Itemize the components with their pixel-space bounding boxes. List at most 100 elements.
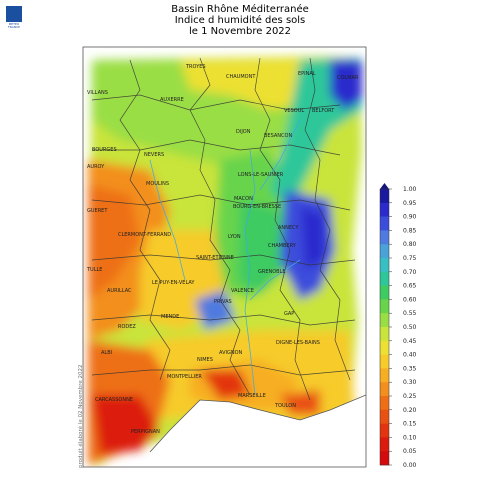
city-label: CARCASSONNE: [95, 397, 133, 403]
city-label: BESANCON: [264, 133, 292, 139]
city-labels: TROYES CHAUMONT EPINAL COLMAR VILLANS AUXERRE…: [86, 64, 359, 435]
field-vivarais: [195, 290, 235, 330]
city-label: SAINT-ETIENNE: [196, 255, 234, 261]
city-label: AURILLAC: [107, 288, 132, 294]
legend: 1.00 0.95 0.90 0.85 0.80 0.75 0.70 0.65 0.60 0.55…: [379, 183, 417, 469]
legend-swatch: [380, 230, 389, 245]
legend-tick-label: 0.35: [403, 365, 417, 372]
legend-swatch: [380, 437, 389, 452]
legend-tick-label: 0.30: [403, 379, 417, 386]
city-label: MOULINS: [146, 181, 169, 187]
legend-tick-label: 0.50: [403, 324, 417, 331]
title-line-1: Bassin Rhône Méditerranée: [171, 4, 309, 15]
legend-tick-label: 0.45: [403, 338, 417, 345]
sea: [150, 395, 366, 467]
legend-tick-label: 0.20: [403, 407, 417, 414]
legend-arrow: [380, 183, 389, 189]
legend-swatch: [380, 216, 389, 231]
legend-tick-label: 0.80: [403, 241, 417, 248]
coastline: [149, 394, 366, 453]
city-label: PERPIGNAN: [131, 429, 160, 435]
legend-swatch: [380, 423, 389, 438]
legend-swatch: [380, 244, 389, 259]
legend-tick-label: 0.10: [403, 434, 417, 441]
rivers: [149, 119, 301, 396]
city-label: BELFORT: [312, 108, 335, 114]
field-west-dark: [88, 185, 140, 300]
city-label: NEVERS: [144, 152, 164, 158]
city-label: MARSEILLE: [238, 393, 266, 399]
city-label: VILLANS: [87, 90, 108, 96]
city-label: CHAUMONT: [226, 74, 256, 80]
city-label: BOURGES: [92, 147, 117, 153]
city-label: COLMAR: [337, 75, 359, 81]
city-label: VALENCE: [231, 288, 254, 294]
legend-swatch: [380, 451, 389, 466]
city-label: AUXERRE: [160, 97, 184, 103]
city-label: GRENOBLE: [258, 269, 286, 275]
legend-tick-label: 0.55: [403, 310, 417, 317]
field-vosges: [330, 60, 362, 110]
city-label: ALBI: [101, 350, 112, 356]
legend-tick-label: 0.60: [403, 296, 417, 303]
legend-tick-label: 0.65: [403, 283, 417, 290]
city-label: ANNECY: [278, 225, 299, 231]
legend-tick-label: 1.00: [403, 186, 417, 193]
title-line-2: Indice d humidité des sols: [174, 15, 306, 26]
legend-swatch: [380, 327, 389, 342]
legend-swatch: [380, 313, 389, 328]
legend-swatch: [380, 340, 389, 355]
department-borders: [91, 57, 356, 401]
moisture-field: [88, 56, 366, 467]
field-alps-dark: [300, 205, 325, 270]
city-label: LONS-LE-SAUNIER: [238, 172, 284, 178]
legend-tick-label: 0.15: [403, 421, 417, 428]
legend-tick-label: 0.95: [403, 200, 417, 207]
city-label: MENDE: [161, 314, 179, 320]
city-label: LE PUY-EN-VELAY: [152, 280, 195, 286]
city-label: GUERET: [87, 208, 108, 214]
city-label: GAP: [284, 311, 294, 317]
title-line-3: le 1 Novembre 2022: [188, 26, 292, 37]
legend-swatch: [380, 396, 389, 411]
city-label: DIGNE-LES-BAINS: [276, 340, 320, 346]
city-label: MONTPELLIER: [167, 374, 202, 380]
field-north-yellow: [180, 58, 320, 110]
city-label: AUROY: [87, 164, 105, 170]
field-var: [280, 390, 320, 415]
field-gard: [200, 370, 250, 400]
city-label: RODEZ: [118, 324, 136, 330]
legend-tick-label: 0.85: [403, 227, 417, 234]
legend-tick-label: 0.75: [403, 255, 417, 262]
city-label: BOURG-EN-BRESSE: [233, 204, 281, 210]
meteo-france-logo: [6, 6, 22, 22]
city-label: TULLE: [86, 267, 102, 273]
legend-swatch: [380, 299, 389, 314]
legend-swatch: [380, 285, 389, 300]
legend-tick-label: 0.40: [403, 352, 417, 359]
legend-tick-label: 0.00: [403, 462, 417, 469]
city-label: DIJON: [236, 129, 251, 135]
legend-swatch: [380, 202, 389, 217]
legend-tick-label: 0.70: [403, 269, 417, 276]
credit-text: produit élaboré le 02 Novembre 2022: [78, 364, 84, 468]
city-label: CLERMONT-FERRAND: [118, 232, 171, 238]
legend-swatch: [380, 354, 389, 369]
legend-tick-label: 0.05: [403, 448, 417, 455]
logo-text: MÉTÉO FRANCE: [8, 22, 20, 29]
city-label: PRIVAS: [214, 299, 232, 305]
legend-swatch: [380, 258, 389, 273]
field-roussillon: [92, 395, 160, 455]
map-frame: [82, 46, 367, 468]
legend-swatch: [380, 409, 389, 424]
legend-swatch: [380, 368, 389, 383]
city-label: TOULON: [274, 403, 296, 409]
city-label: EPINAL: [298, 71, 316, 77]
city-label: TROYES: [185, 64, 206, 70]
legend-tick-label: 0.25: [403, 393, 417, 400]
legend-swatch: [380, 189, 389, 204]
city-label: CHAMBERY: [268, 243, 297, 249]
legend-tick-label: 0.90: [403, 214, 417, 221]
city-label: NIMES: [197, 357, 213, 363]
